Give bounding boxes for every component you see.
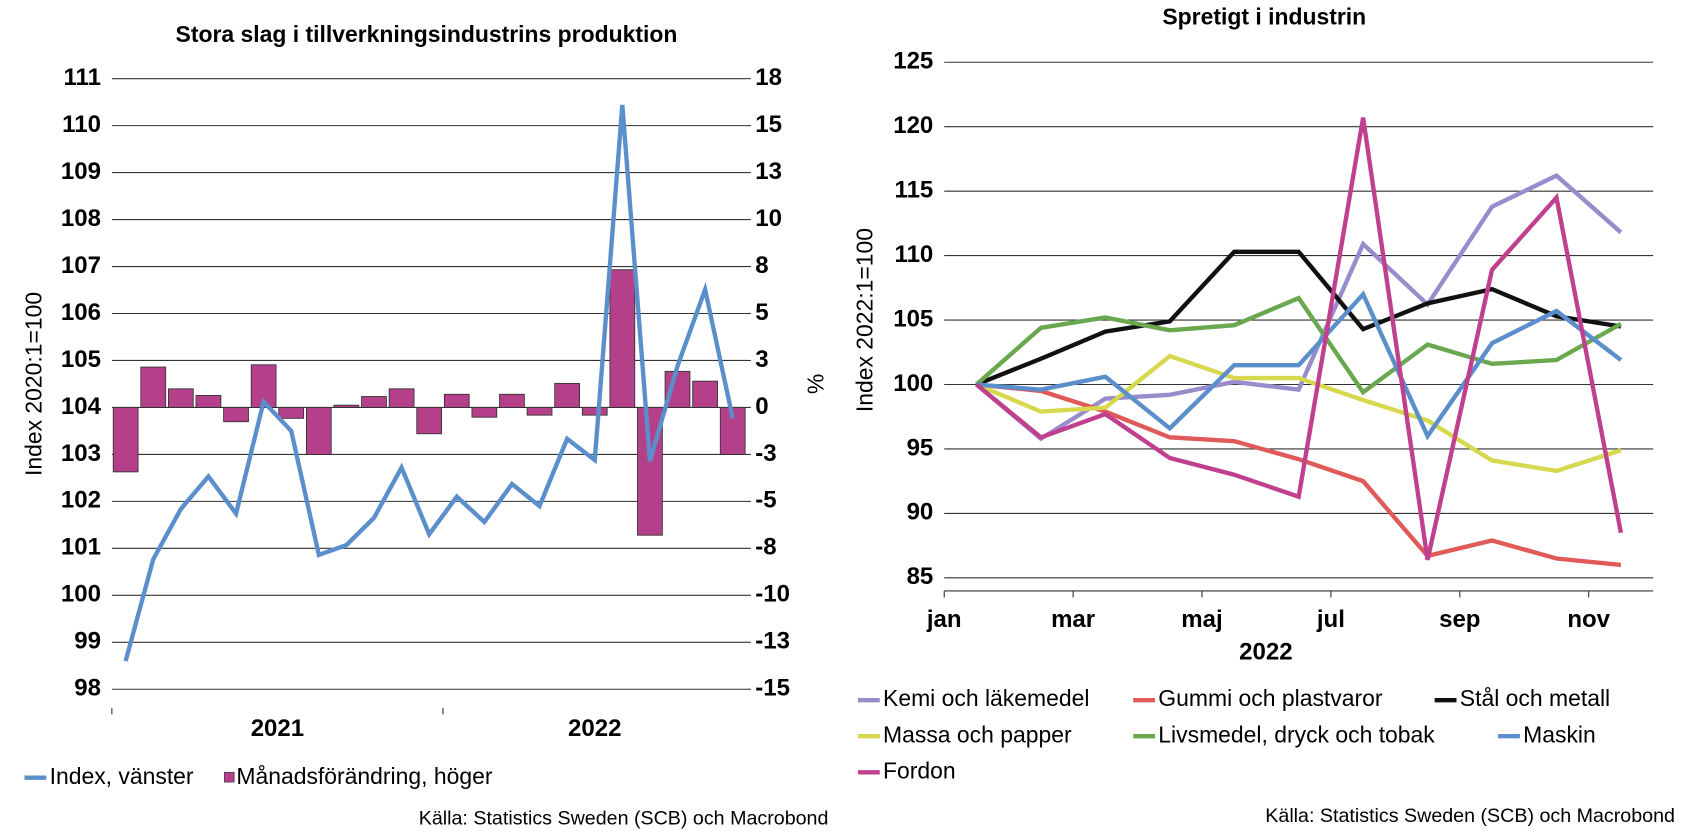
- y-tick-label: 120: [893, 112, 933, 139]
- y-tick-label: 108: [61, 205, 101, 232]
- bar: [223, 407, 249, 423]
- y2-axis-label: %: [803, 374, 829, 394]
- y-axis-label: Index 2022:1=100: [852, 228, 878, 412]
- source: Källa: Statistics Sweden (SCB) och Macro…: [1265, 805, 1675, 827]
- y-tick-label: 110: [895, 241, 934, 268]
- y-tick-label: 95: [907, 434, 934, 461]
- bar: [581, 407, 608, 416]
- y-tick-label: 90: [907, 499, 934, 526]
- legend-label: Massa och papper: [883, 721, 1072, 747]
- line: [975, 117, 1624, 561]
- y2-tick-label: -8: [755, 534, 776, 561]
- bar: [388, 388, 415, 408]
- bar: [719, 407, 746, 455]
- line: [975, 173, 1623, 442]
- y-tick-label: 85: [907, 563, 934, 590]
- bar: [333, 404, 360, 408]
- y2-tick-label: -10: [755, 581, 790, 608]
- y2-tick-label: -15: [755, 675, 790, 702]
- y-tick-label: 111: [64, 64, 101, 91]
- y-tick-label: 101: [61, 534, 101, 561]
- bar: [278, 407, 305, 419]
- bar: [250, 364, 277, 408]
- x-tick-label: jul: [1316, 606, 1345, 633]
- x-tick-label: jan: [926, 606, 962, 633]
- y-tick-label: 107: [61, 252, 101, 279]
- y-tick-label: 100: [893, 370, 933, 397]
- bar: [526, 407, 553, 416]
- line: [975, 249, 1622, 387]
- line: [976, 290, 1623, 441]
- x-tick-label: mar: [1051, 606, 1095, 633]
- y-axis-label: Index 2020:1=100: [20, 292, 46, 476]
- bar: [692, 380, 718, 408]
- bar: [195, 394, 222, 408]
- y2-tick-label: -3: [755, 440, 776, 467]
- bar: [471, 407, 498, 418]
- y-tick-label: 104: [61, 393, 102, 420]
- legend-label: Gummi och plastvaror: [1158, 685, 1383, 711]
- y-tick-label: 110: [62, 111, 101, 138]
- legend-label: Månadsförändring, höger: [236, 763, 492, 789]
- bar: [443, 393, 470, 408]
- legend-label: Stål och metall: [1460, 685, 1610, 711]
- y-tick-label: 105: [61, 346, 101, 373]
- y2-tick-label: 18: [755, 64, 782, 91]
- bar: [140, 366, 167, 408]
- y2-tick-label: 5: [755, 299, 768, 326]
- y-tick-label: 109: [61, 158, 101, 185]
- legend-label: Kemi och läkemedel: [883, 685, 1089, 711]
- legend-label: Maskin: [1523, 721, 1596, 747]
- bar: [499, 393, 525, 408]
- y2-tick-label: 0: [755, 393, 768, 420]
- line: [123, 104, 735, 662]
- legend-swatch: [224, 771, 235, 783]
- bar: [361, 396, 387, 408]
- y-tick-label: 102: [61, 487, 101, 514]
- y-tick-label: 115: [895, 177, 934, 204]
- y-tick-label: 106: [61, 299, 101, 326]
- legend-label: Livsmedel, dryck och tobak: [1158, 721, 1435, 747]
- legend-label: Fordon: [883, 757, 956, 783]
- x-tick-label: nov: [1567, 606, 1610, 633]
- x-tick-label: 2021: [251, 715, 304, 742]
- source: Källa: Statistics Sweden (SCB) och Macro…: [419, 807, 829, 829]
- line: [976, 382, 1622, 568]
- x-tick-label: maj: [1181, 606, 1222, 633]
- y-tick-label: 99: [74, 628, 101, 655]
- bar: [167, 388, 194, 408]
- legend-label: Index, vänster: [50, 763, 194, 789]
- y2-tick-label: 15: [755, 111, 782, 138]
- x-tick-label: 2022: [568, 715, 621, 742]
- y2-tick-label: -13: [755, 628, 790, 655]
- bar: [305, 407, 332, 455]
- chart-title: Stora slag i tillverkningsindustrins pro…: [176, 21, 678, 47]
- y-tick-label: 125: [893, 48, 933, 75]
- line: [975, 353, 1622, 474]
- bar: [112, 407, 139, 473]
- y-tick-label: 103: [61, 440, 101, 467]
- y2-tick-label: 8: [755, 252, 768, 279]
- chart-title: Spretigt i industrin: [1162, 4, 1366, 30]
- y-tick-label: 98: [74, 675, 101, 702]
- line: [974, 295, 1622, 396]
- y2-tick-label: 13: [755, 158, 782, 185]
- y-tick-label: 100: [61, 581, 101, 608]
- y2-tick-label: 3: [755, 346, 768, 373]
- x-tick-label: sep: [1439, 606, 1480, 633]
- x-axis-label: 2022: [1239, 639, 1292, 666]
- y2-tick-label: 10: [755, 205, 782, 232]
- bar: [609, 269, 636, 408]
- bar: [416, 407, 443, 435]
- y-tick-label: 105: [893, 305, 933, 332]
- bar: [554, 382, 581, 408]
- y2-tick-label: -5: [755, 487, 776, 514]
